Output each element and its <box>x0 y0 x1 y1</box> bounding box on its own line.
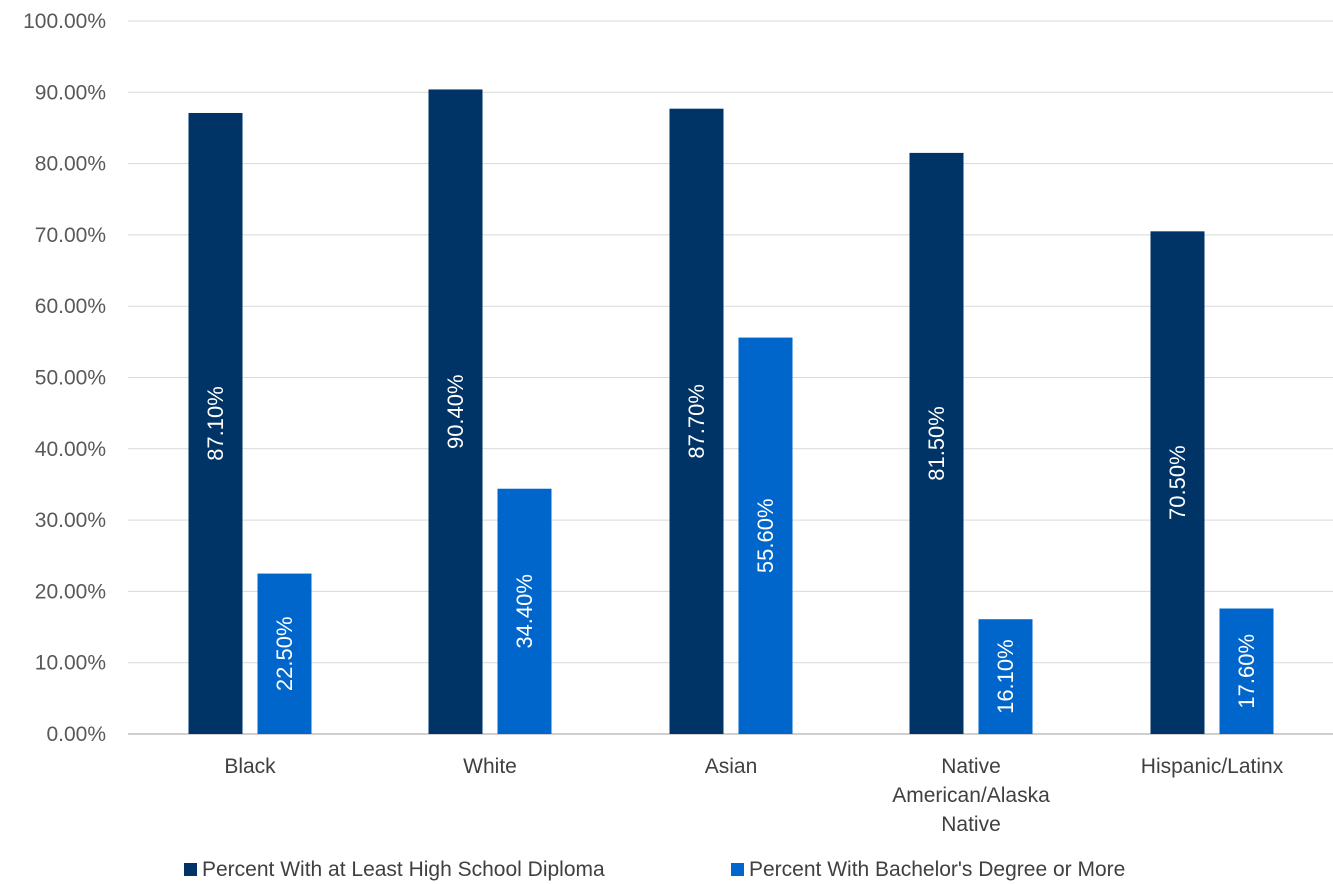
bar <box>188 112 243 735</box>
legend-swatch <box>184 863 197 876</box>
bar <box>738 337 793 734</box>
data-label: 90.40% <box>443 374 468 449</box>
bar <box>497 488 552 734</box>
data-label: 87.70% <box>684 384 709 459</box>
y-tick-label: 60.00% <box>35 295 106 318</box>
legend-label: Percent With at Least High School Diplom… <box>202 858 605 881</box>
data-label: 70.50% <box>1165 445 1190 520</box>
bar <box>909 152 964 734</box>
x-category-label: White <box>463 755 517 778</box>
y-tick-label: 0.00% <box>46 723 106 746</box>
x-category-label: Asian <box>705 755 758 778</box>
bars <box>188 89 1274 735</box>
y-axis-tick-labels: 0.00% 10.00% 20.00% 30.00% 40.00% 50.00% 60.00… <box>23 10 106 746</box>
legend-label: Percent With Bachelor's Degree or More <box>749 858 1125 881</box>
data-label: 16.10% <box>993 639 1018 714</box>
bar <box>669 108 724 735</box>
legend-item: Percent With Bachelor's Degree or More <box>731 858 1125 881</box>
bar <box>978 619 1033 734</box>
bar <box>1150 231 1205 734</box>
x-category-label: Hispanic/Latinx <box>1141 755 1284 778</box>
x-category-label: Native American/Alaska Native <box>892 755 1050 836</box>
y-tick-label: 70.00% <box>35 224 106 247</box>
gridlines <box>128 20 1333 735</box>
legend-item: Percent With at Least High School Diplom… <box>184 858 605 881</box>
y-tick-label: 30.00% <box>35 509 106 532</box>
legend: Percent With at Least High School Diplom… <box>184 858 1125 881</box>
legend-swatch <box>731 863 744 876</box>
y-tick-label: 90.00% <box>35 81 106 104</box>
y-tick-label: 40.00% <box>35 438 106 461</box>
data-label: 81.50% <box>924 406 949 481</box>
y-tick-label: 80.00% <box>35 153 106 176</box>
y-tick-label: 20.00% <box>35 580 106 603</box>
y-tick-label: 50.00% <box>35 367 106 390</box>
y-tick-label: 10.00% <box>35 652 106 675</box>
y-tick-label: 100.00% <box>23 10 106 33</box>
data-labels: 87.10% 90.40% 87.70% 81.50% 70.50% 22.50% 34.4… <box>203 374 1259 714</box>
data-label: 87.10% <box>203 386 228 461</box>
x-axis-category-labels: Black White Asian Native American/Alaska Nati… <box>224 755 1283 836</box>
bar <box>428 89 483 734</box>
data-label: 22.50% <box>272 616 297 691</box>
data-label: 55.60% <box>753 498 778 573</box>
bar <box>257 573 312 734</box>
data-label: 34.40% <box>512 574 537 649</box>
data-label: 17.60% <box>1234 634 1259 709</box>
x-category-label: Black <box>224 755 276 778</box>
bar <box>1219 608 1274 734</box>
